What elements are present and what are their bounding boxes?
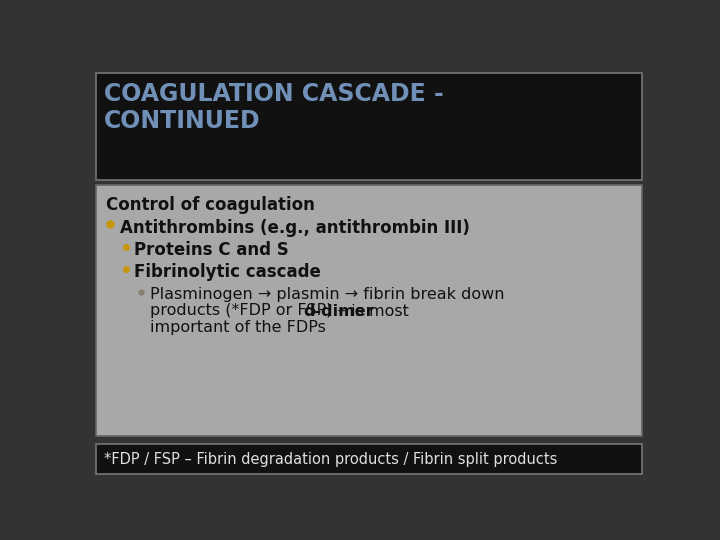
Text: Control of coagulation: Control of coagulation [106, 195, 315, 214]
Text: Fibrinolytic cascade: Fibrinolytic cascade [134, 264, 321, 281]
Text: COAGULATION CASCADE -: COAGULATION CASCADE - [104, 82, 444, 106]
Text: d-dimer: d-dimer [303, 303, 374, 319]
Text: *FDP / FSP – Fibrin degradation products / Fibrin split products: *FDP / FSP – Fibrin degradation products… [104, 451, 557, 467]
Text: important of the FDPs: important of the FDPs [150, 320, 326, 335]
Text: Antithrombins (e.g., antithrombin III): Antithrombins (e.g., antithrombin III) [120, 219, 470, 237]
Text: Proteins C and S: Proteins C and S [134, 241, 289, 259]
Text: Plasminogen → plasmin → fibrin break down: Plasminogen → plasmin → fibrin break dow… [150, 287, 505, 301]
FancyBboxPatch shape [96, 444, 642, 475]
Text: is most: is most [346, 303, 409, 319]
FancyBboxPatch shape [96, 185, 642, 436]
Text: CONTINUED: CONTINUED [104, 110, 261, 133]
Text: products (*FDP or FSP) –: products (*FDP or FSP) – [150, 303, 351, 319]
FancyBboxPatch shape [96, 72, 642, 180]
